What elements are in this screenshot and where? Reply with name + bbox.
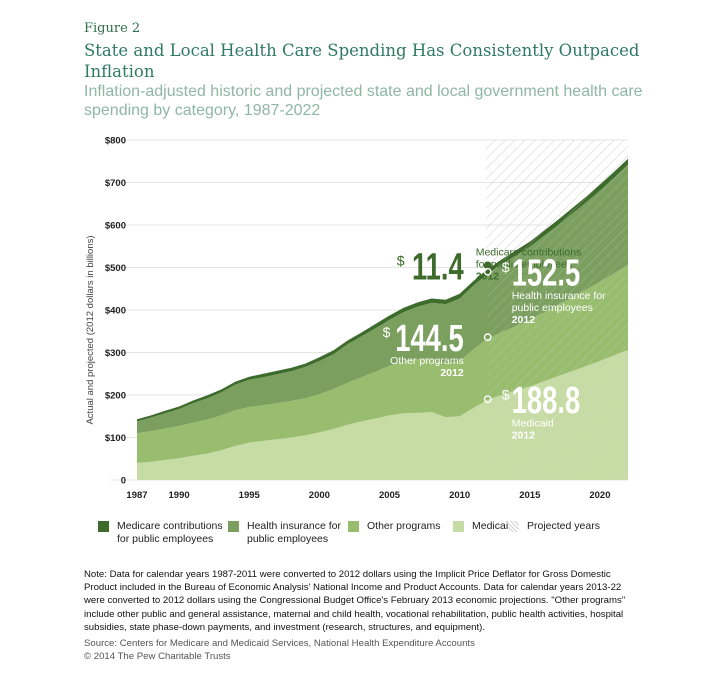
x-tick-label: 1995 bbox=[239, 490, 261, 501]
callouts: 11.4$ Medicare contributions for public em… bbox=[383, 246, 607, 441]
x-tick-label: 1990 bbox=[169, 490, 190, 501]
callout-value: 144.5 bbox=[395, 318, 463, 360]
y-tick-label: $100 bbox=[105, 433, 126, 444]
legend-swatch bbox=[228, 521, 239, 532]
callout-label: Medicare contributions for public employe… bbox=[476, 246, 582, 270]
legend-item-projected: Projected years bbox=[508, 520, 600, 533]
callout-marker bbox=[483, 267, 492, 276]
x-tick-label: 2015 bbox=[519, 490, 541, 501]
y-axis-ticks: 0 $100 $200 $300 $400 $500 $600 $700 $800 bbox=[105, 136, 126, 487]
callout-medicare: 11.4$ Medicare contributions for public em… bbox=[397, 246, 582, 288]
callout-label: Health insurance for public employees bbox=[512, 290, 606, 314]
callout-label: Medicaid bbox=[512, 417, 554, 429]
projected-area-hatch bbox=[487, 158, 628, 480]
legend-swatch bbox=[348, 521, 359, 532]
legend-swatch bbox=[508, 521, 519, 532]
callout-year: 2012 bbox=[440, 367, 464, 379]
chart-title: State and Local Health Care Spending Has… bbox=[84, 41, 640, 81]
y-tick-label: $500 bbox=[105, 263, 126, 274]
x-axis-ticks: 1987 1990 1995 2000 2005 2010 2015 2020 bbox=[126, 490, 610, 501]
x-tick-label: 2005 bbox=[379, 490, 401, 501]
legend-item-medicare: Medicare contributions for public employ… bbox=[98, 520, 237, 546]
callout-value: 11.4 bbox=[412, 246, 464, 288]
callout-currency: $ bbox=[502, 386, 510, 402]
projected-years-overlay bbox=[487, 158, 628, 480]
callout-value: 188.8 bbox=[512, 380, 580, 422]
y-tick-label: $200 bbox=[105, 391, 126, 402]
callout-value: 152.5 bbox=[512, 252, 580, 294]
legend-label: Projected years bbox=[527, 520, 600, 532]
callout-year: 2012 bbox=[476, 270, 500, 282]
figure-label: Figure 2 bbox=[84, 21, 141, 36]
callout-marker bbox=[483, 333, 492, 342]
legend-label: Other programs bbox=[367, 520, 441, 532]
x-tick-label: 2020 bbox=[589, 490, 610, 501]
chart-subtitle: Inflation-adjusted historic and projecte… bbox=[84, 83, 643, 119]
y-tick-label: $300 bbox=[105, 348, 126, 359]
source-line: Source: Centers for Medicare and Medicai… bbox=[84, 638, 475, 649]
area-other-programs bbox=[137, 265, 628, 463]
callout-currency: $ bbox=[502, 259, 510, 275]
y-tick-label: $700 bbox=[105, 178, 126, 189]
y-tick-label: $400 bbox=[105, 306, 126, 317]
callout-currency: $ bbox=[397, 252, 405, 268]
legend-swatch bbox=[98, 521, 109, 532]
legend: Medicare contributions for public employ… bbox=[98, 520, 658, 556]
callout-label: Other programs bbox=[390, 355, 464, 367]
legend-label: Health insurance for public employees bbox=[247, 520, 341, 545]
y-tick-label: 0 bbox=[121, 476, 126, 487]
legend-item-medicaid: Medicaid bbox=[453, 520, 514, 533]
legend-swatch bbox=[453, 521, 464, 532]
y-tick-label: $600 bbox=[105, 221, 126, 232]
footnote: Note: Data for calendar years 1987-2011 … bbox=[84, 569, 626, 633]
x-tick-label: 2010 bbox=[449, 490, 470, 501]
y-tick-label: $800 bbox=[105, 136, 126, 147]
callout-marker bbox=[483, 395, 492, 404]
callout-currency: $ bbox=[383, 324, 391, 340]
legend-label: Medicare contributions for public employ… bbox=[117, 520, 223, 545]
callout-health-insurance: 152.5$Health insurance for public employe… bbox=[483, 252, 606, 326]
y-axis-label: Actual and projected (2012 dollars in bi… bbox=[85, 235, 96, 424]
stacked-area-chart: 0$100$200$300$400$500$600$700$800 1987 19… bbox=[85, 136, 628, 501]
x-tick-label: 1987 bbox=[126, 490, 147, 501]
copyright-line: © 2014 The Pew Charitable Trusts bbox=[84, 651, 231, 662]
callout-year: 2012 bbox=[512, 429, 536, 441]
legend-item-health-insurance: Health insurance for public employees bbox=[228, 520, 347, 546]
callout-year: 2012 bbox=[512, 314, 536, 326]
legend-label: Medicaid bbox=[472, 520, 515, 532]
legend-item-other-programs: Other programs bbox=[348, 520, 441, 533]
x-tick-label: 2000 bbox=[309, 490, 330, 501]
